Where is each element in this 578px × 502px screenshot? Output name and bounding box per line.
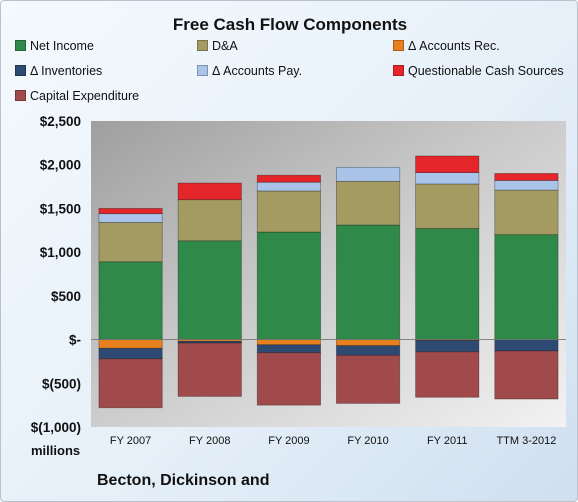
legend-label: Δ Accounts Pay. <box>212 64 303 78</box>
y-tick-label: $1,500 <box>40 201 81 216</box>
bar-segment <box>98 347 163 360</box>
bar-segment <box>415 183 480 229</box>
legend-label: Net Income <box>30 39 94 53</box>
bar-segment <box>415 340 480 353</box>
x-tick-label: FY 2007 <box>110 435 151 447</box>
legend-swatch <box>15 40 26 51</box>
legend-label: Questionable Cash Sources <box>408 64 564 78</box>
bar-segment <box>494 180 559 191</box>
y-tick-label: $2,000 <box>40 158 81 173</box>
legend-item: Net Income <box>15 39 94 53</box>
bar-segment <box>98 213 163 223</box>
bar-segment <box>256 344 321 354</box>
bar-segment <box>494 189 559 236</box>
x-tick-label: FY 2010 <box>347 435 388 447</box>
legend-item: Questionable Cash Sources <box>393 64 564 78</box>
bar-segment <box>177 240 242 340</box>
legend-item: Δ Accounts Pay. <box>197 64 302 78</box>
bar-segment <box>415 155 480 173</box>
y-tick-label: $500 <box>51 289 81 304</box>
legend-swatch <box>15 65 26 76</box>
bar-segment <box>98 358 163 409</box>
bar-segment <box>256 339 321 346</box>
legend-swatch <box>197 40 208 51</box>
y-tick-label: $1,000 <box>40 245 81 260</box>
y-tick-label: $- <box>69 333 81 348</box>
bar-segment <box>494 173 559 181</box>
x-tick-label: FY 2011 <box>427 435 468 447</box>
bar-segment <box>336 339 401 347</box>
x-tick-label: FY 2008 <box>189 435 230 447</box>
bar-segment <box>256 174 321 183</box>
legend-swatch <box>393 65 404 76</box>
bar-segment <box>415 228 480 340</box>
chart-title: Free Cash Flow Components <box>172 15 408 34</box>
legend-item: Δ Accounts Rec. <box>393 39 500 53</box>
bar-segment <box>336 224 401 340</box>
legend-swatch <box>393 40 404 51</box>
y-tick-label: $(1,000) <box>31 420 81 435</box>
legend-label: D&A <box>212 39 238 53</box>
bar-segment <box>415 351 480 398</box>
bar-segment <box>98 261 163 340</box>
bar-segment <box>98 339 163 349</box>
legend-item: D&A <box>197 39 238 53</box>
company-name: Becton, Dickinson and <box>97 472 270 489</box>
bar-segment <box>98 208 163 215</box>
bar-segment <box>177 199 242 242</box>
bar-segment <box>494 339 559 352</box>
legend-label: Δ Accounts Rec. <box>408 39 500 53</box>
bar-segment <box>336 166 401 182</box>
y-tick-label: $2,500 <box>40 114 81 129</box>
legend-swatch <box>197 65 208 76</box>
bar-segment <box>177 342 242 397</box>
legend-item: Capital Expenditure <box>15 89 139 103</box>
legend-swatch <box>15 90 26 101</box>
bar-segment <box>98 222 163 263</box>
y-tick-label: $(500) <box>42 376 81 391</box>
bar-segment <box>336 180 401 226</box>
bar-segment <box>415 172 480 185</box>
bar-segment <box>177 182 242 201</box>
legend-item: Δ Inventories <box>15 64 102 78</box>
bar-segment <box>494 350 559 400</box>
bar-segment <box>256 352 321 406</box>
legend-label: Capital Expenditure <box>30 89 140 103</box>
bar-segment <box>256 190 321 233</box>
bar-segment <box>256 181 321 192</box>
bar-segment <box>256 231 321 340</box>
bar-segment <box>494 234 559 340</box>
bar-segment <box>336 345 401 356</box>
x-tick-label: TTM 3-2012 <box>496 435 556 447</box>
bar-segment <box>336 354 401 404</box>
legend-label: Δ Inventories <box>30 64 103 78</box>
plot-area <box>91 121 566 427</box>
x-tick-label: FY 2009 <box>268 435 309 447</box>
units-label: millions <box>31 443 81 458</box>
